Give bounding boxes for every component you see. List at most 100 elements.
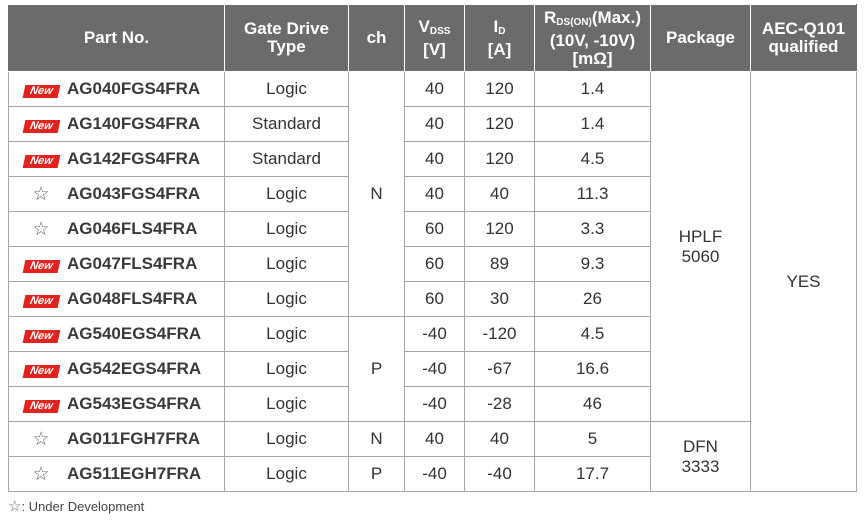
header-gate-drive: Gate Drive Type xyxy=(224,4,349,72)
part-number: AG142FGS4FRA xyxy=(67,148,201,168)
new-badge-icon: New xyxy=(22,120,60,134)
gate-drive-cell: Logic xyxy=(224,316,349,352)
row-mark: ☆ xyxy=(19,183,63,206)
table-row: New AG542EGS4FRA Logic -40 -67 16.6 xyxy=(8,351,857,387)
part-no-cell: New AG040FGS4FRA xyxy=(8,71,225,107)
part-no-cell: ☆ AG043FGS4FRA xyxy=(8,176,225,212)
gate-drive-cell: Logic xyxy=(224,71,349,107)
gate-drive-cell: Logic xyxy=(224,351,349,387)
ch-cell-p-line: P xyxy=(370,359,383,378)
row-mark: New xyxy=(19,359,63,379)
table-row: New AG540EGS4FRA Logic P -40 -120 4.5 xyxy=(8,316,857,422)
vdss-cell: 40 xyxy=(404,421,465,457)
header-part-no: Part No. xyxy=(8,4,225,72)
ch-cell-p-single: P xyxy=(348,456,405,492)
row-mark: New xyxy=(19,114,63,134)
row-mark: ☆ xyxy=(19,428,63,451)
vdss-cell: 60 xyxy=(404,211,465,247)
ch-cell-n-single: N xyxy=(348,421,405,457)
part-number: AG543EGS4FRA xyxy=(67,393,202,413)
row-mark: New xyxy=(19,289,63,309)
id-cell: 40 xyxy=(464,176,535,212)
rds-on-cell: 16.6 xyxy=(534,351,651,387)
ch-cell-p-single-line: P xyxy=(370,464,383,483)
new-badge-icon: New xyxy=(22,260,60,274)
id-cell: 120 xyxy=(464,141,535,177)
star-icon: ☆ xyxy=(32,428,50,450)
row-mark: New xyxy=(19,149,63,169)
rds-on-cell: 1.4 xyxy=(534,106,651,142)
new-badge-icon: New xyxy=(22,85,60,99)
part-number: AG542EGS4FRA xyxy=(67,358,202,378)
vdss-cell: 40 xyxy=(404,141,465,177)
gate-drive-cell: Standard xyxy=(224,141,349,177)
part-number: AG511EGH7FRA xyxy=(67,463,202,483)
new-badge-icon: New xyxy=(22,330,60,344)
rds-on-cell: 46 xyxy=(534,386,651,422)
table-row: ☆ AG046FLS4FRA Logic 60 120 3.3 xyxy=(8,211,857,247)
part-number: AG046FLS4FRA xyxy=(67,218,198,238)
part-no-cell: New AG540EGS4FRA xyxy=(8,316,225,352)
part-number: AG140FGS4FRA xyxy=(67,113,201,133)
vdss-cell: 40 xyxy=(404,71,465,107)
vdss-cell: -40 xyxy=(404,316,465,352)
part-no-cell: ☆ AG511EGH7FRA xyxy=(8,456,225,492)
header-id: ID [A] xyxy=(464,4,535,72)
id-cell: 40 xyxy=(464,421,535,457)
vdss-cell: 60 xyxy=(404,246,465,282)
part-no-cell: ☆ AG046FLS4FRA xyxy=(8,211,225,247)
rds-on-cell: 1.4 xyxy=(534,71,651,107)
part-no-cell: New AG542EGS4FRA xyxy=(8,351,225,387)
row-mark: New xyxy=(19,394,63,414)
part-number: AG048FLS4FRA xyxy=(67,288,198,308)
part-no-cell: ☆ AG011FGH7FRA xyxy=(8,421,225,457)
footnote: ☆: Under Development xyxy=(8,497,144,515)
ch-cell-n: N xyxy=(348,71,405,317)
ch-cell-n-line: N xyxy=(370,184,383,203)
table-row: New AG142FGS4FRA Standard 40 120 4.5 xyxy=(8,141,857,177)
package-cell-dfn: DFN 3333 xyxy=(650,421,751,492)
row-mark: New xyxy=(19,254,63,274)
header-aec-q101: AEC-Q101 qualified xyxy=(750,4,857,72)
gate-drive-cell: Logic xyxy=(224,176,349,212)
ch-cell-n-single-line: N xyxy=(370,429,383,448)
package-cell-hplf-line: HPLF xyxy=(678,226,723,246)
package-cell-dfn-line: DFN xyxy=(683,436,718,456)
id-cell: 30 xyxy=(464,281,535,317)
part-number: AG540EGS4FRA xyxy=(67,323,202,343)
gate-drive-cell: Logic xyxy=(224,456,349,492)
vdss-cell: -40 xyxy=(404,386,465,422)
footnote-text: : Under Development xyxy=(21,499,145,514)
ch-cell-p: P xyxy=(348,316,405,422)
table-row: New AG040FGS4FRA Logic N 40 120 1.4 HPLF 5060 YES xyxy=(8,71,857,492)
part-no-cell: New AG142FGS4FRA xyxy=(8,141,225,177)
gate-drive-cell: Logic xyxy=(224,386,349,422)
id-cell: -40 xyxy=(464,456,535,492)
package-cell-dfn-line: 3333 xyxy=(681,456,720,476)
vdss-cell: -40 xyxy=(404,351,465,387)
header-rds-on: RDS(ON)(Max.) (10V, -10V) [mΩ] xyxy=(534,4,651,72)
row-mark: ☆ xyxy=(19,218,63,241)
id-cell: 120 xyxy=(464,106,535,142)
gate-drive-cell: Standard xyxy=(224,106,349,142)
star-icon: ☆ xyxy=(32,218,50,240)
vdss-cell: 40 xyxy=(404,176,465,212)
vdss-cell: -40 xyxy=(404,456,465,492)
row-mark: ☆ xyxy=(19,463,63,486)
id-cell: -28 xyxy=(464,386,535,422)
id-cell: -67 xyxy=(464,351,535,387)
rds-on-cell: 4.5 xyxy=(534,316,651,352)
new-badge-icon: New xyxy=(22,155,60,169)
vdss-cell: 40 xyxy=(404,106,465,142)
product-spec-table: Part No. Gate Drive Type ch VDSS [V] ID [A]… xyxy=(8,4,857,492)
package-cell-hplf: HPLF 5060 xyxy=(650,71,751,422)
star-icon: ☆ xyxy=(8,498,22,515)
table-row: ☆ AG011FGH7FRA Logic N 40 40 5 DFN 3333 xyxy=(8,421,857,492)
rds-on-cell: 4.5 xyxy=(534,141,651,177)
part-no-cell: New AG140FGS4FRA xyxy=(8,106,225,142)
part-no-cell: New AG543EGS4FRA xyxy=(8,386,225,422)
header-row: Part No. Gate Drive Type ch VDSS [V] ID [A]… xyxy=(8,4,857,72)
part-no-cell: New AG048FLS4FRA xyxy=(8,281,225,317)
new-badge-icon: New xyxy=(22,295,60,309)
part-number: AG040FGS4FRA xyxy=(67,78,201,98)
